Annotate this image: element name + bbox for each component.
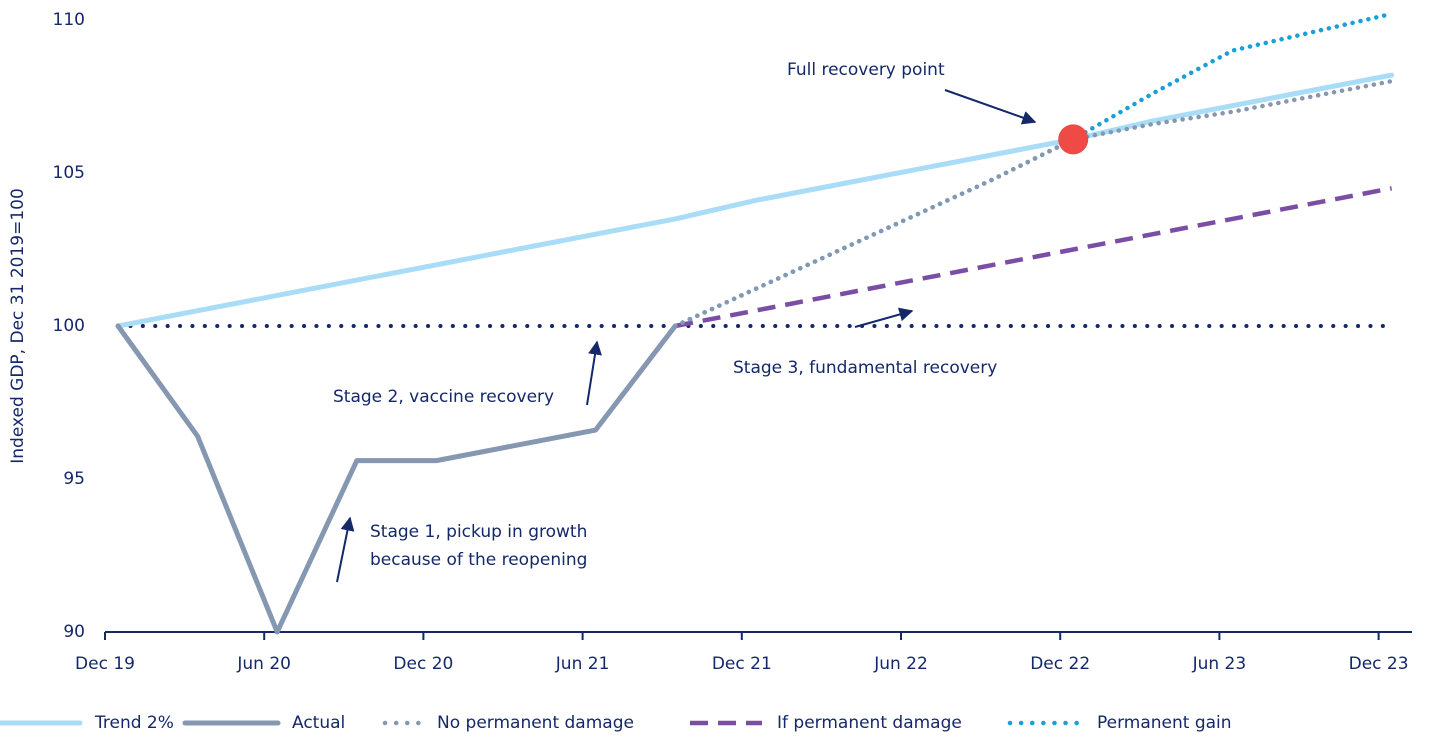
series-line — [115, 72, 1395, 329]
series-line — [672, 78, 1394, 329]
legend-label: If permanent damage — [777, 713, 962, 733]
y-tick-label: 110 — [53, 10, 85, 30]
annotation: Stage 1, pickup in growth — [370, 522, 587, 542]
legend-label: Trend 2% — [94, 713, 174, 733]
legend-label: Actual — [292, 713, 345, 733]
annotation: Full recovery point — [787, 60, 945, 80]
series-line — [115, 323, 678, 635]
x-tick-label: Jun 22 — [873, 654, 928, 674]
legend-label: No permanent damage — [437, 713, 634, 733]
x-tick-label: Dec 19 — [75, 654, 135, 674]
x-tick-label: Jun 23 — [1192, 654, 1247, 674]
x-tick-label: Dec 21 — [712, 654, 772, 674]
annotation-arrows — [336, 89, 1037, 583]
y-tick-label: 105 — [53, 163, 85, 183]
x-tick-label: Dec 20 — [393, 654, 453, 674]
x-tick-label: Jun 21 — [555, 654, 610, 674]
x-tick-label: Jun 20 — [236, 654, 291, 674]
x-tick-label: Dec 22 — [1030, 654, 1090, 674]
y-tick-label: 95 — [63, 469, 85, 489]
annotation: Stage 2, vaccine recovery — [333, 387, 554, 407]
y-tick-label: 100 — [53, 316, 85, 336]
annotation: Stage 3, fundamental recovery — [733, 358, 997, 378]
y-axis-label: Indexed GDP, Dec 31 2019=100 — [8, 188, 28, 464]
recovery-point — [1058, 124, 1089, 155]
x-tick-label: Dec 23 — [1349, 654, 1409, 674]
legend-label: Permanent gain — [1097, 713, 1232, 733]
annotation: because of the reopening — [370, 550, 587, 570]
series-line — [674, 186, 1393, 329]
series-line — [672, 11, 1394, 329]
y-tick-label: 90 — [63, 622, 85, 642]
